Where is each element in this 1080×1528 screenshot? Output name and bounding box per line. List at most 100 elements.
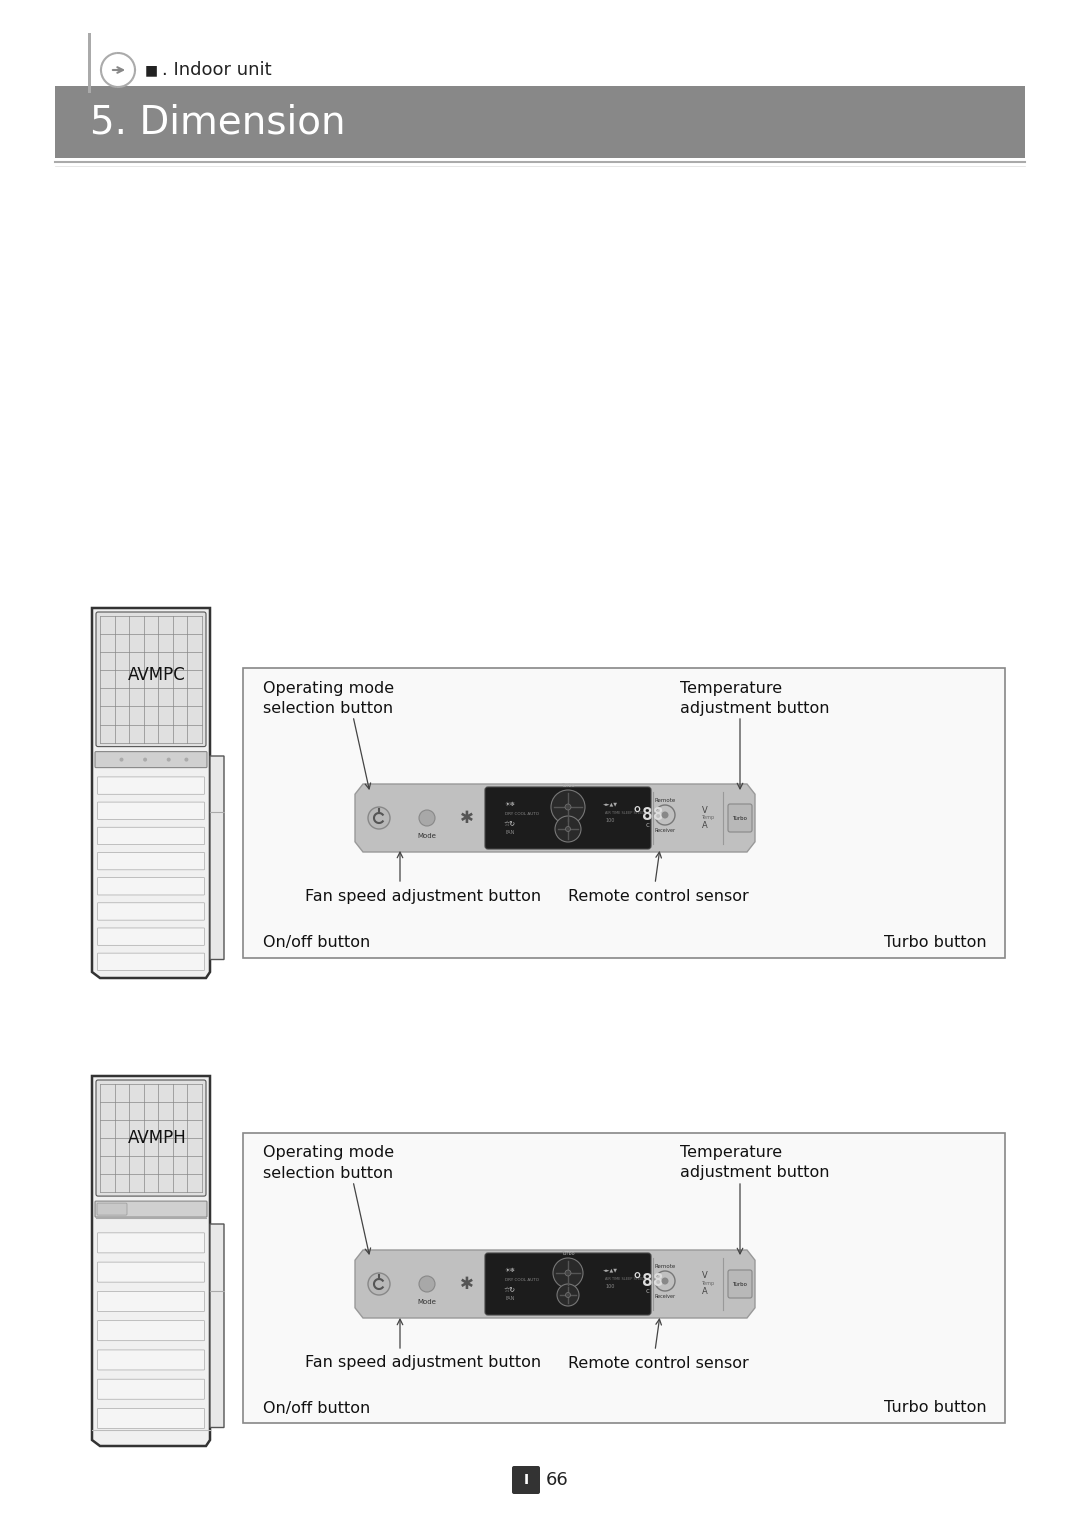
- Text: Mode: Mode: [418, 1299, 436, 1305]
- Text: °88: °88: [631, 1271, 663, 1290]
- FancyBboxPatch shape: [95, 752, 207, 767]
- Text: Fan speed adjustment button: Fan speed adjustment button: [305, 1355, 541, 1371]
- FancyBboxPatch shape: [97, 1380, 204, 1400]
- FancyBboxPatch shape: [97, 827, 204, 845]
- FancyBboxPatch shape: [95, 1201, 207, 1218]
- Circle shape: [553, 1258, 583, 1288]
- FancyBboxPatch shape: [97, 877, 204, 895]
- Text: c: c: [646, 822, 650, 828]
- Text: Turbo: Turbo: [732, 1282, 747, 1287]
- Circle shape: [661, 811, 669, 819]
- Text: Mode: Mode: [418, 833, 436, 839]
- FancyBboxPatch shape: [728, 1270, 752, 1297]
- Text: . Indoor unit: . Indoor unit: [162, 61, 272, 79]
- FancyBboxPatch shape: [243, 668, 1005, 958]
- Text: ■: ■: [145, 63, 158, 76]
- Text: ☆↻: ☆↻: [504, 1287, 516, 1293]
- Circle shape: [185, 758, 188, 761]
- Text: A: A: [702, 821, 707, 830]
- Circle shape: [120, 758, 123, 761]
- Circle shape: [419, 810, 435, 827]
- Text: ☀❄: ☀❄: [504, 1268, 515, 1273]
- FancyBboxPatch shape: [97, 1233, 204, 1253]
- Text: 100: 100: [605, 817, 615, 822]
- Text: ◄►▲▼: ◄►▲▼: [603, 1268, 618, 1273]
- FancyBboxPatch shape: [512, 1465, 540, 1494]
- FancyBboxPatch shape: [485, 1253, 651, 1316]
- Polygon shape: [92, 608, 210, 978]
- Circle shape: [368, 807, 390, 830]
- Circle shape: [557, 1284, 579, 1306]
- FancyBboxPatch shape: [97, 1320, 204, 1340]
- Text: V: V: [702, 1271, 707, 1280]
- Text: ◄►▲▼: ◄►▲▼: [603, 802, 618, 807]
- Text: Temp: Temp: [701, 814, 715, 819]
- Text: Remote control sensor: Remote control sensor: [568, 1355, 748, 1371]
- Circle shape: [368, 1273, 390, 1296]
- FancyBboxPatch shape: [97, 1349, 204, 1371]
- Circle shape: [566, 1293, 570, 1297]
- Text: Temp: Temp: [701, 1280, 715, 1285]
- Text: Fan speed adjustment button: Fan speed adjustment button: [305, 888, 541, 903]
- Text: adjustment button: adjustment button: [680, 700, 829, 715]
- Text: selection button: selection button: [264, 700, 393, 715]
- Circle shape: [565, 1270, 571, 1276]
- FancyBboxPatch shape: [96, 613, 206, 747]
- FancyBboxPatch shape: [55, 86, 1025, 157]
- Text: AVMPC: AVMPC: [129, 666, 186, 685]
- Text: FAN: FAN: [505, 1296, 514, 1300]
- FancyBboxPatch shape: [96, 1080, 206, 1196]
- FancyBboxPatch shape: [97, 953, 204, 970]
- Text: Turbo: Turbo: [732, 816, 747, 821]
- FancyBboxPatch shape: [97, 1291, 204, 1311]
- Circle shape: [661, 1277, 669, 1285]
- Text: ✱: ✱: [460, 808, 474, 827]
- Text: c: c: [646, 1288, 650, 1294]
- Text: 5. Dimension: 5. Dimension: [90, 102, 346, 141]
- Text: Remote: Remote: [654, 1264, 676, 1268]
- FancyBboxPatch shape: [97, 1262, 204, 1282]
- Text: On/off button: On/off button: [264, 935, 370, 949]
- Text: ☀❄: ☀❄: [504, 802, 515, 807]
- Circle shape: [565, 804, 571, 810]
- Text: Turbo: Turbo: [562, 1251, 575, 1256]
- Text: 66: 66: [546, 1471, 569, 1488]
- FancyBboxPatch shape: [485, 787, 651, 850]
- Text: Temperature: Temperature: [680, 1146, 782, 1160]
- FancyBboxPatch shape: [97, 1409, 204, 1429]
- FancyBboxPatch shape: [97, 776, 204, 795]
- FancyBboxPatch shape: [87, 34, 91, 93]
- Text: Remote: Remote: [654, 798, 676, 802]
- FancyBboxPatch shape: [97, 853, 204, 869]
- Text: AVMPH: AVMPH: [129, 1129, 187, 1148]
- Polygon shape: [355, 1250, 755, 1319]
- Text: Receiver: Receiver: [654, 828, 676, 833]
- FancyBboxPatch shape: [210, 1224, 224, 1427]
- FancyBboxPatch shape: [97, 927, 204, 946]
- FancyBboxPatch shape: [97, 802, 204, 819]
- Text: adjustment button: adjustment button: [680, 1166, 829, 1181]
- Text: DRY COOL AUTO: DRY COOL AUTO: [505, 1277, 539, 1282]
- Text: Remote control sensor: Remote control sensor: [568, 888, 748, 903]
- Text: AIR TIME SLEEP SPEED: AIR TIME SLEEP SPEED: [605, 811, 645, 814]
- Text: Operating mode: Operating mode: [264, 680, 394, 695]
- Text: V: V: [702, 805, 707, 814]
- FancyBboxPatch shape: [97, 1203, 127, 1215]
- Polygon shape: [355, 784, 755, 853]
- Text: Turbo button: Turbo button: [885, 935, 987, 949]
- Circle shape: [166, 758, 171, 761]
- Circle shape: [566, 827, 570, 831]
- FancyBboxPatch shape: [97, 903, 204, 920]
- Text: Turbo: Turbo: [562, 782, 575, 788]
- Text: selection button: selection button: [264, 1166, 393, 1181]
- Text: ☆↻: ☆↻: [504, 821, 516, 827]
- Text: Turbo button: Turbo button: [885, 1401, 987, 1415]
- Circle shape: [419, 1276, 435, 1293]
- Text: I: I: [524, 1473, 528, 1487]
- Text: A: A: [702, 1287, 707, 1296]
- Text: Receiver: Receiver: [654, 1294, 676, 1299]
- Text: Temperature: Temperature: [680, 680, 782, 695]
- FancyBboxPatch shape: [728, 804, 752, 833]
- Text: DRY COOL AUTO: DRY COOL AUTO: [505, 811, 539, 816]
- Polygon shape: [92, 1076, 210, 1445]
